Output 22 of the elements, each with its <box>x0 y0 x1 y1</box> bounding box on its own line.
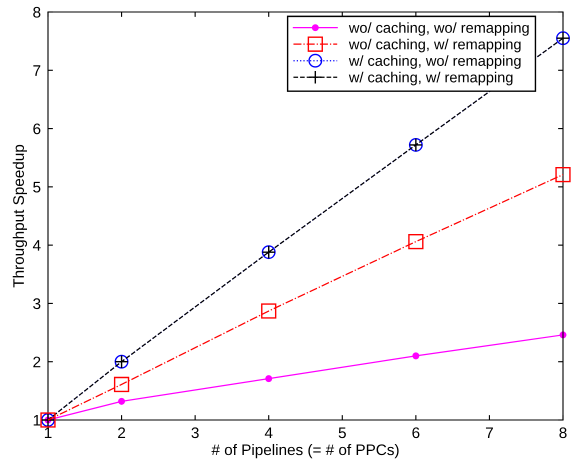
x-tick-label: 6 <box>412 427 420 438</box>
x-tick-label: 5 <box>338 428 346 438</box>
y-tick-label: 8 <box>33 6 40 18</box>
y-tick-label: 2 <box>33 356 40 368</box>
y-tick-label: 7 <box>33 65 40 76</box>
x-tick-label: 7 <box>486 428 493 438</box>
legend-label: w/ caching, wo/ remapping <box>348 55 521 69</box>
x-tick-label: 4 <box>264 428 273 438</box>
x-tick-label: 1 <box>44 428 52 438</box>
x-tick-label: 8 <box>559 427 567 438</box>
y-tick-label: 5 <box>33 182 40 193</box>
y-tick-label: 6 <box>33 123 40 134</box>
legend-label: w/ caching, w/ remapping <box>348 72 512 86</box>
x-axis-title: # of Pipelines (= # of PPCs) <box>212 444 399 458</box>
y-tick-label: 1 <box>34 415 40 426</box>
y-tick-label: 3 <box>33 298 40 310</box>
y-tick-label: 4 <box>32 240 41 251</box>
y-axis-title: Throughput Speedup <box>12 144 28 288</box>
legend-label: wo/ caching, wo/ remapping <box>348 22 529 36</box>
legend-label: wo/ caching, w/ remapping <box>348 38 521 52</box>
x-tick-label: 2 <box>118 427 126 438</box>
x-tick-label: 3 <box>191 427 199 438</box>
